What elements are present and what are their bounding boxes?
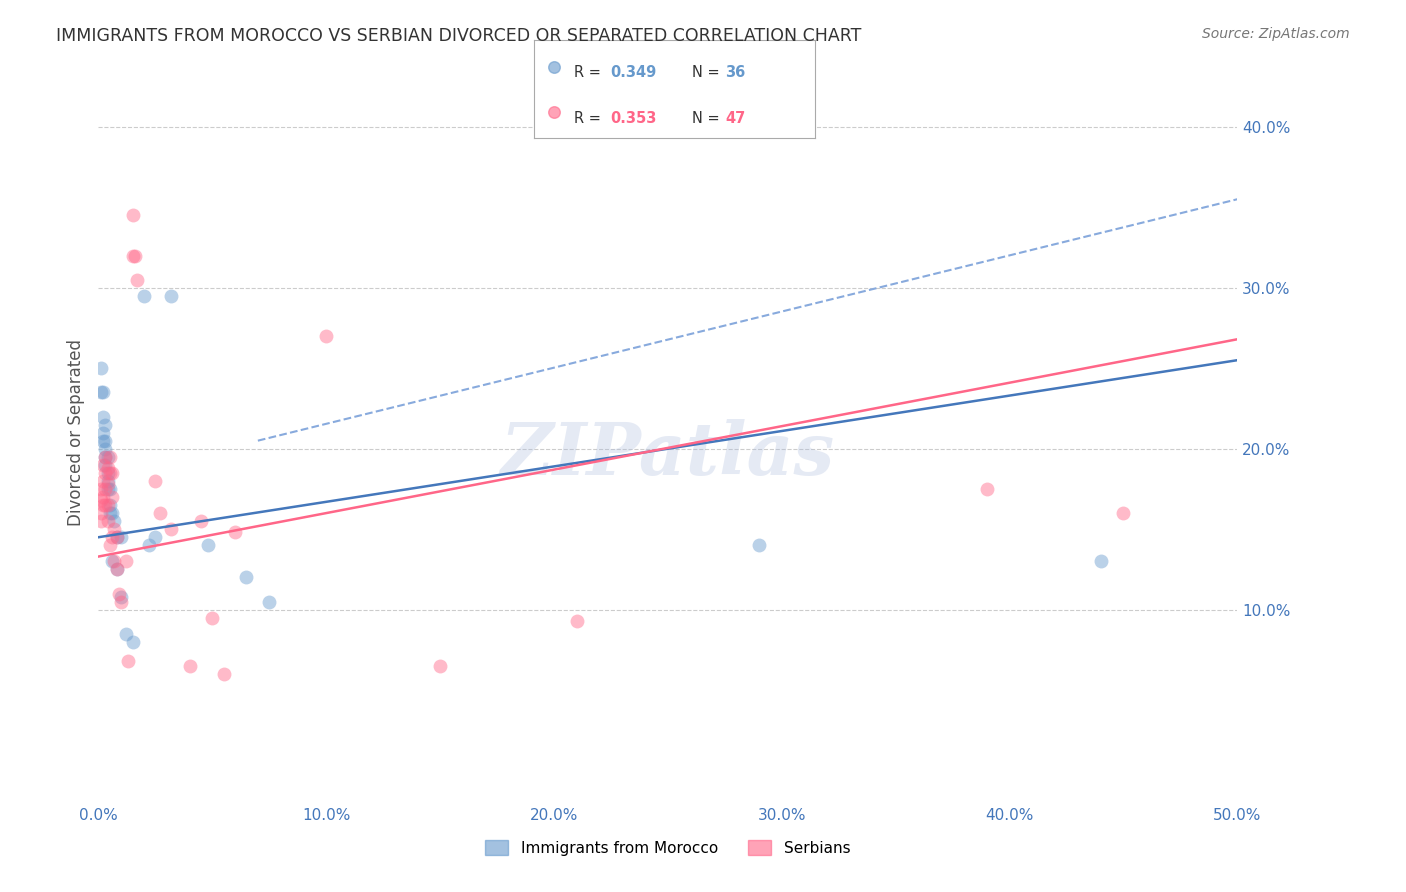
Point [197, 538, 219, 552]
Point [110, 590, 132, 604]
Point [114, 627, 136, 641]
Point [91, 434, 114, 448]
Point [160, 522, 183, 536]
Point [543, 104, 565, 119]
Point [91, 498, 114, 512]
Point [110, 594, 132, 608]
Point [105, 562, 128, 576]
Point [101, 490, 124, 504]
Point [748, 538, 770, 552]
Point [315, 329, 337, 343]
Point [179, 659, 201, 673]
Point [1112, 506, 1135, 520]
Point [160, 289, 183, 303]
Point [94, 450, 117, 464]
Point [94, 442, 117, 456]
Point [96, 461, 118, 475]
Text: 0.349: 0.349 [610, 65, 657, 80]
Point [101, 530, 124, 544]
Point [96, 477, 118, 491]
Point [103, 554, 125, 568]
Y-axis label: Divorced or Separated: Divorced or Separated [66, 339, 84, 526]
Point [103, 522, 125, 536]
Point [96, 450, 118, 464]
Point [259, 594, 281, 608]
Legend: Immigrants from Morocco, Serbians: Immigrants from Morocco, Serbians [479, 834, 856, 862]
Point [98, 506, 121, 520]
Point [98, 482, 121, 496]
Point [224, 525, 246, 540]
Text: 0.353: 0.353 [610, 111, 657, 126]
Point [124, 249, 146, 263]
Text: 47: 47 [725, 111, 745, 126]
Point [91, 425, 114, 440]
Text: 36: 36 [725, 65, 745, 80]
Point [98, 538, 121, 552]
Point [110, 530, 132, 544]
Point [101, 506, 124, 520]
Point [132, 289, 155, 303]
Point [96, 474, 118, 488]
Point [127, 273, 149, 287]
Point [98, 450, 121, 464]
Text: Source: ZipAtlas.com: Source: ZipAtlas.com [1202, 27, 1350, 41]
Point [190, 514, 212, 528]
Point [91, 490, 114, 504]
Point [90, 361, 112, 376]
Point [94, 466, 117, 480]
Point [543, 60, 565, 74]
Point [90, 385, 112, 400]
Point [235, 570, 257, 584]
Point [90, 506, 112, 520]
Point [105, 562, 128, 576]
Point [976, 482, 998, 496]
Point [145, 530, 167, 544]
Point [121, 208, 143, 222]
Point [103, 514, 125, 528]
Point [90, 514, 112, 528]
Point [94, 450, 117, 464]
Point [91, 458, 114, 472]
Point [90, 493, 112, 508]
Point [94, 458, 117, 472]
Point [565, 614, 588, 628]
Point [94, 498, 117, 512]
Point [90, 482, 112, 496]
Point [98, 498, 121, 512]
Point [101, 554, 124, 568]
Point [96, 482, 118, 496]
Point [212, 667, 235, 681]
Point [91, 409, 114, 424]
Point [94, 482, 117, 496]
Point [149, 506, 172, 520]
Point [91, 474, 114, 488]
Point [201, 610, 224, 624]
Point [101, 466, 124, 480]
Text: ZIPatlas: ZIPatlas [501, 419, 835, 491]
Point [105, 530, 128, 544]
Text: R =: R = [574, 111, 605, 126]
Point [105, 530, 128, 544]
Point [94, 434, 117, 448]
Point [91, 385, 114, 400]
Point [96, 466, 118, 480]
Point [117, 654, 139, 668]
Point [145, 474, 167, 488]
Text: IMMIGRANTS FROM MOROCCO VS SERBIAN DIVORCED OR SEPARATED CORRELATION CHART: IMMIGRANTS FROM MOROCCO VS SERBIAN DIVOR… [56, 27, 862, 45]
Point [98, 466, 121, 480]
Point [114, 554, 136, 568]
Text: N =: N = [692, 111, 724, 126]
Point [121, 635, 143, 649]
Point [94, 417, 117, 432]
Point [429, 659, 451, 673]
Point [96, 498, 118, 512]
Point [121, 249, 143, 263]
Point [108, 586, 131, 600]
Text: N =: N = [692, 65, 724, 80]
Point [1090, 554, 1112, 568]
Point [96, 514, 118, 528]
Text: R =: R = [574, 65, 605, 80]
Point [138, 538, 160, 552]
